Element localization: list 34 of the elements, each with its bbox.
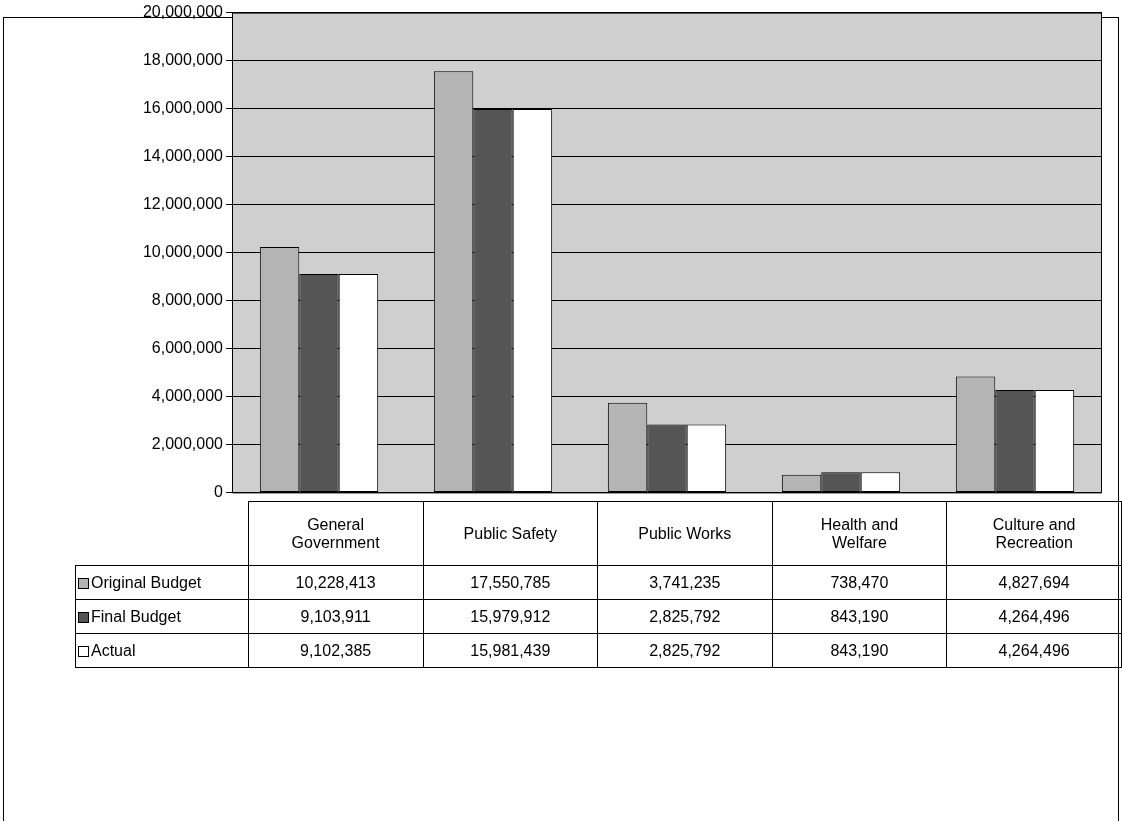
data-label: 17,550,785	[423, 565, 598, 600]
y-tick-label: 16,000,000	[142, 98, 224, 116]
data-label: 738,470	[772, 565, 947, 600]
y-tick-label: 0	[214, 482, 224, 500]
x-tick-label: General Government	[248, 501, 424, 566]
y-tick-label: 14,000,000	[142, 146, 224, 164]
y-tick-label: 4,000,000	[151, 386, 224, 404]
y-tick-label: 8,000,000	[151, 290, 224, 308]
y-tick-label: 6,000,000	[151, 338, 224, 356]
y-tick-label: 20,000,000	[142, 3, 224, 21]
y-tick-label: 2,000,000	[151, 434, 224, 452]
data-label: 3,741,235	[597, 565, 773, 600]
y-tick-label: 12,000,000	[142, 194, 224, 212]
y-tick-label: 10,000,000	[142, 242, 224, 260]
data-label: 2,825,792	[597, 633, 773, 668]
data-label: 15,981,439	[423, 633, 598, 668]
x-tick-label: Health and Welfare	[772, 501, 947, 566]
data-label: 10,228,413	[248, 565, 424, 600]
data-label: 843,190	[772, 633, 947, 668]
x-tick-label: Public Works	[597, 501, 773, 566]
data-label: 4,264,496	[946, 633, 1122, 668]
data-label: 4,264,496	[946, 599, 1122, 634]
data-label: 4,827,694	[946, 565, 1122, 600]
legend-label: Final Budget	[75, 599, 249, 634]
data-label: 2,825,792	[597, 599, 773, 634]
data-label: 843,190	[772, 599, 947, 634]
x-tick-label: Culture and Recreation	[946, 501, 1122, 566]
legend-label: Actual	[75, 633, 249, 668]
data-label: 9,102,385	[248, 633, 424, 668]
x-tick-label: Public Safety	[423, 501, 598, 566]
data-label: 15,979,912	[423, 599, 598, 634]
y-tick-label: 18,000,000	[142, 50, 224, 68]
data-label: 9,103,911	[248, 599, 424, 634]
legend-label: Original Budget	[75, 565, 249, 600]
